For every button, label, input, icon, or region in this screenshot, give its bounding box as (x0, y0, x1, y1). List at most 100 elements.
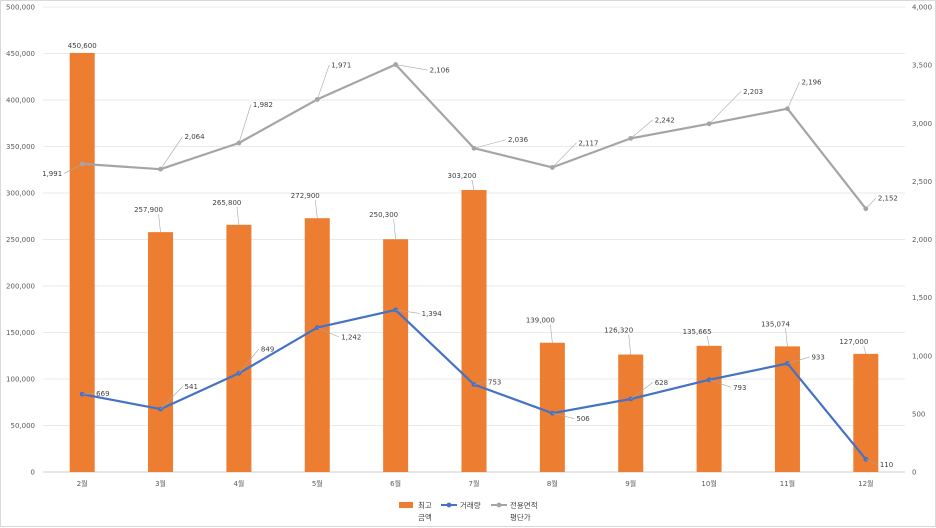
legend-label: 평단가 (510, 512, 531, 522)
x-axis-tick-label: 9월 (625, 479, 636, 488)
leader-line (865, 458, 878, 465)
x-axis-tick-label: 10월 (701, 479, 716, 488)
leader-line (863, 345, 867, 354)
leader-line (630, 382, 653, 400)
bar (69, 52, 95, 472)
left-axis-tick-label: 450,000 (6, 50, 35, 58)
leader-line (238, 348, 260, 374)
leader-line (160, 136, 183, 170)
price-per-area-data-label: 2,117 (578, 139, 598, 147)
legend-swatch-bar (399, 502, 413, 508)
leader-line (787, 82, 800, 109)
right-axis-tick-label: 3,500 (912, 62, 932, 70)
bar (618, 354, 644, 472)
bar-data-label: 139,000 (526, 317, 555, 325)
bar-data-label: 126,320 (604, 327, 633, 335)
leader-line (317, 327, 340, 338)
legend-label: 최고 (418, 500, 432, 510)
leader-line (64, 163, 83, 174)
price-per-area-data-label: 2,152 (878, 195, 898, 203)
bar-data-label: 127,000 (839, 338, 868, 346)
left-axis-tick-label: 100,000 (6, 376, 35, 384)
series-marker (863, 456, 869, 462)
volume-data-label: 628 (655, 379, 668, 387)
leader-line (865, 197, 877, 209)
leader-line (787, 356, 810, 364)
series-marker (236, 140, 242, 146)
volume-data-label: 793 (733, 384, 746, 392)
leader-line (471, 179, 475, 191)
price-per-area-data-label: 2,242 (655, 116, 675, 124)
x-axis-tick-label: 4월 (233, 479, 244, 488)
series-marker (785, 106, 790, 112)
leader-line (785, 328, 788, 347)
price-per-area-data-label: 1,971 (331, 61, 351, 69)
x-axis-tick-label: 2월 (77, 479, 88, 488)
price-per-area-data-label: 1,982 (253, 101, 273, 109)
left-axis-tick-label: 0 (31, 469, 35, 477)
x-axis-tick-label: 6월 (390, 479, 401, 488)
right-axis-tick-label: 2,500 (912, 178, 932, 186)
leader-line (552, 412, 575, 419)
bar-data-label: 135,665 (683, 328, 712, 336)
leader-line (395, 309, 420, 314)
bar (774, 346, 800, 472)
legend-swatch-marker (446, 502, 452, 508)
leader-line (706, 335, 710, 346)
bar (539, 342, 565, 472)
right-axis-tick-label: 500 (912, 410, 925, 418)
bar (383, 239, 409, 472)
x-axis-tick-label: 12월 (858, 479, 873, 488)
volume-data-label: 669 (96, 390, 109, 398)
bar (304, 218, 330, 472)
right-axis-tick-label: 0 (912, 469, 916, 477)
leader-line (628, 334, 632, 355)
price-per-area-data-label: 2,196 (801, 79, 822, 87)
bar-data-label: 265,800 (212, 199, 241, 207)
price-per-area-data-label: 2,064 (185, 133, 206, 141)
leader-line (473, 381, 487, 385)
x-axis-tick-label: 3월 (155, 479, 166, 488)
volume-data-label: 1,394 (422, 310, 443, 318)
x-axis-tick-label: 11월 (780, 479, 795, 488)
volume-data-label: 1,242 (341, 334, 361, 342)
leader-line (316, 64, 330, 100)
leader-line (473, 139, 507, 149)
volume-data-label: 933 (811, 354, 824, 362)
volume-data-label: 506 (576, 415, 590, 423)
right-axis-tick-label: 2,000 (912, 236, 932, 244)
leader-line (550, 324, 553, 343)
bar (148, 232, 174, 472)
series-marker (785, 361, 790, 366)
leader-line (393, 219, 396, 240)
leader-line (236, 206, 240, 225)
leader-line (708, 379, 732, 388)
left-axis-tick-label: 150,000 (6, 329, 35, 337)
left-axis-tick-label: 50,000 (11, 422, 36, 430)
leader-line (314, 200, 318, 219)
right-axis-tick-label: 3,000 (912, 120, 932, 128)
bar-data-label: 272,900 (291, 192, 320, 200)
right-axis-tick-label: 4,000 (912, 4, 932, 12)
left-axis-tick-label: 400,000 (6, 97, 35, 105)
left-axis-tick-label: 350,000 (6, 143, 35, 151)
bar (226, 224, 252, 472)
bar-data-label: 450,600 (68, 42, 97, 50)
data-labels: 450,600 257,900 265,800 272,900 250,300 303,2… (42, 42, 898, 469)
x-axis-tick-label: 7월 (469, 479, 480, 488)
legend-label: 금액 (418, 512, 432, 522)
legend-label: 전용면적 (510, 500, 538, 510)
leader-line (82, 393, 95, 395)
price-per-area-data-label: 2,203 (743, 88, 763, 96)
volume-data-label: 541 (185, 383, 198, 391)
bar-data-label: 250,300 (369, 211, 398, 219)
leader-line (238, 104, 252, 144)
left-axis-tick-label: 300,000 (6, 190, 35, 198)
price-per-area-data-label: 2,106 (430, 67, 451, 75)
volume-data-label: 753 (488, 378, 501, 386)
bar (853, 353, 879, 472)
right-axis-ticks: 0 500 1,000 1,500 2,000 2,500 3,000 3,500 4,000 (912, 4, 932, 477)
